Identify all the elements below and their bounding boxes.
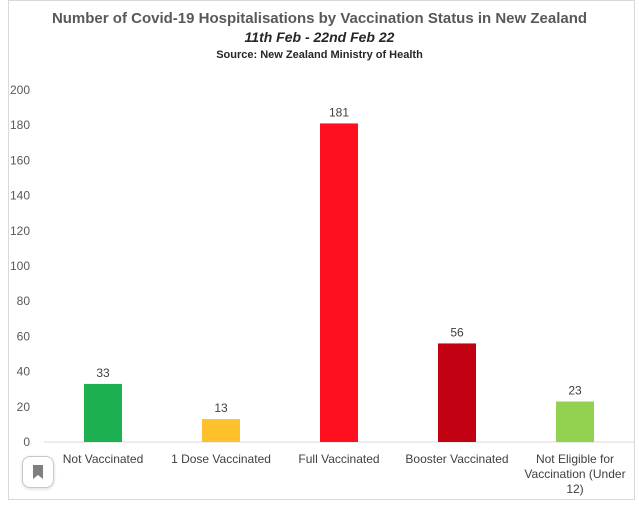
category-label: 1 Dose Vaccinated	[171, 452, 271, 466]
data-label: 23	[568, 384, 582, 398]
bar	[202, 419, 240, 442]
data-label: 181	[329, 105, 349, 119]
data-label: 33	[96, 366, 110, 380]
chart-subtitle: 11th Feb - 22nd Feb 22	[244, 29, 395, 45]
bar	[84, 383, 122, 442]
y-tick-label: 140	[10, 189, 30, 203]
y-tick-label: 120	[10, 224, 30, 238]
category-label: Full Vaccinated	[298, 452, 379, 466]
data-label: 13	[214, 401, 228, 415]
y-tick-label: 100	[10, 259, 30, 273]
bar	[320, 123, 358, 442]
category-label: Not Vaccinated	[63, 452, 144, 466]
chart-source: Source: New Zealand Ministry of Health	[216, 49, 423, 61]
y-tick-label: 20	[17, 400, 31, 414]
y-tick-label: 80	[17, 294, 31, 308]
category-label: Booster Vaccinated	[405, 452, 508, 466]
bookmark-icon	[33, 465, 43, 479]
y-tick-label: 60	[17, 329, 31, 343]
y-tick-label: 180	[10, 118, 30, 132]
data-label: 56	[450, 325, 464, 339]
y-tick-label: 160	[10, 153, 30, 167]
bar	[556, 401, 594, 442]
y-tick-label: 200	[10, 83, 30, 97]
y-tick-label: 0	[23, 435, 30, 449]
y-tick-label: 40	[17, 365, 31, 379]
bookmark-button[interactable]	[22, 456, 54, 488]
bar	[438, 343, 476, 442]
category-label: Not Eligible for Vaccination (Under 12)	[524, 452, 625, 496]
chart-title: Number of Covid-19 Hospitalisations by V…	[51, 10, 588, 27]
